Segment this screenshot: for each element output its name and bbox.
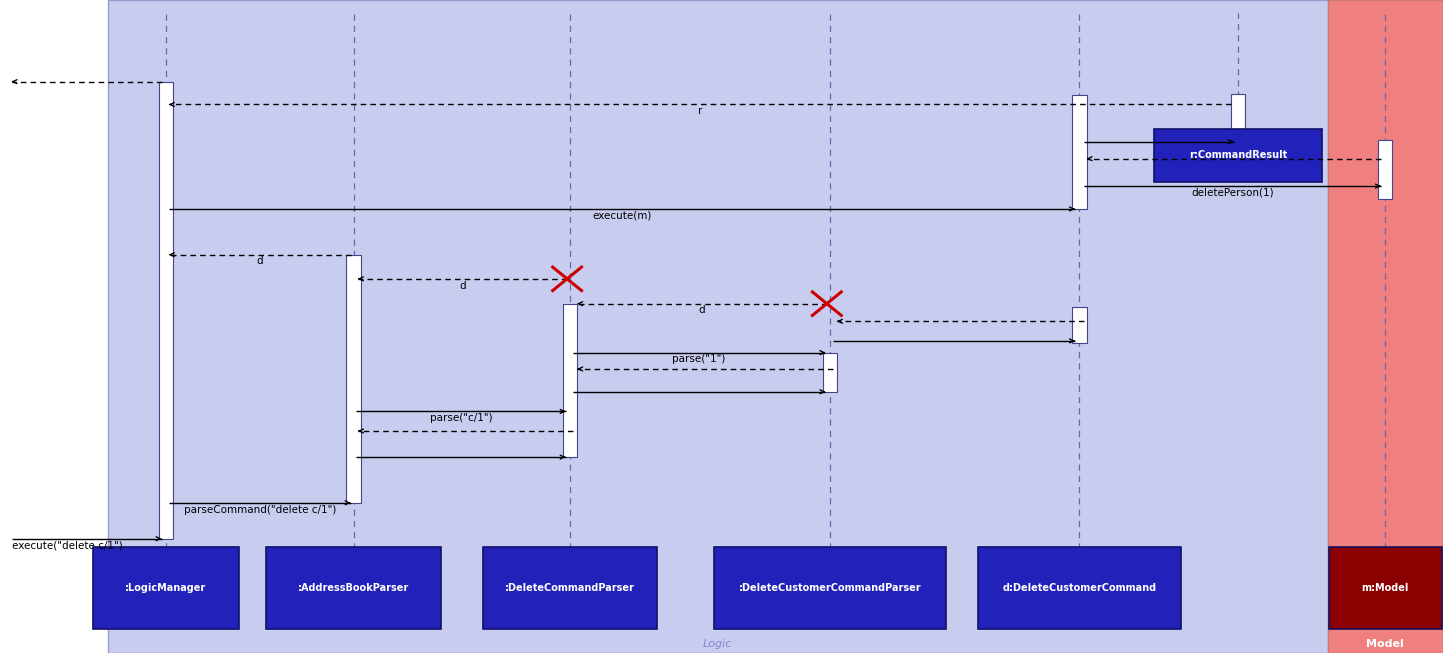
FancyBboxPatch shape — [1154, 129, 1322, 182]
Text: :LogicManager: :LogicManager — [126, 582, 206, 593]
Bar — [108, 0, 1328, 653]
Text: r:CommandResult: r:CommandResult — [1189, 150, 1287, 161]
Bar — [159, 82, 173, 539]
Bar — [563, 304, 577, 457]
FancyBboxPatch shape — [1329, 547, 1442, 629]
Text: execute("delete c/1"): execute("delete c/1") — [12, 541, 123, 550]
Text: d: d — [459, 281, 466, 291]
Bar — [1378, 140, 1392, 199]
Text: m:Model: m:Model — [1362, 582, 1408, 593]
Bar — [1072, 95, 1087, 209]
FancyBboxPatch shape — [978, 547, 1180, 629]
FancyBboxPatch shape — [92, 547, 240, 629]
Text: :DeleteCustomerCommandParser: :DeleteCustomerCommandParser — [739, 582, 921, 593]
Text: parse("c/1"): parse("c/1") — [430, 413, 492, 423]
Bar — [1328, 0, 1443, 653]
Text: deletePerson(1): deletePerson(1) — [1190, 188, 1274, 198]
Bar — [1072, 307, 1087, 343]
FancyBboxPatch shape — [713, 547, 947, 629]
FancyBboxPatch shape — [482, 547, 658, 629]
Bar — [1231, 94, 1245, 157]
Text: d: d — [257, 257, 263, 266]
Text: execute(m): execute(m) — [592, 211, 652, 221]
Text: d: d — [698, 306, 706, 315]
Text: parseCommand("delete c/1"): parseCommand("delete c/1") — [183, 505, 336, 515]
Text: Logic: Logic — [703, 639, 732, 648]
Text: :AddressBookParser: :AddressBookParser — [297, 582, 410, 593]
Text: parse("1"): parse("1") — [672, 355, 726, 364]
Text: Model: Model — [1367, 639, 1404, 648]
Text: r: r — [697, 106, 703, 116]
Bar — [823, 353, 837, 392]
Text: :DeleteCommandParser: :DeleteCommandParser — [505, 582, 635, 593]
Bar — [346, 255, 361, 503]
FancyBboxPatch shape — [266, 547, 442, 629]
Text: d:DeleteCustomerCommand: d:DeleteCustomerCommand — [1003, 582, 1156, 593]
